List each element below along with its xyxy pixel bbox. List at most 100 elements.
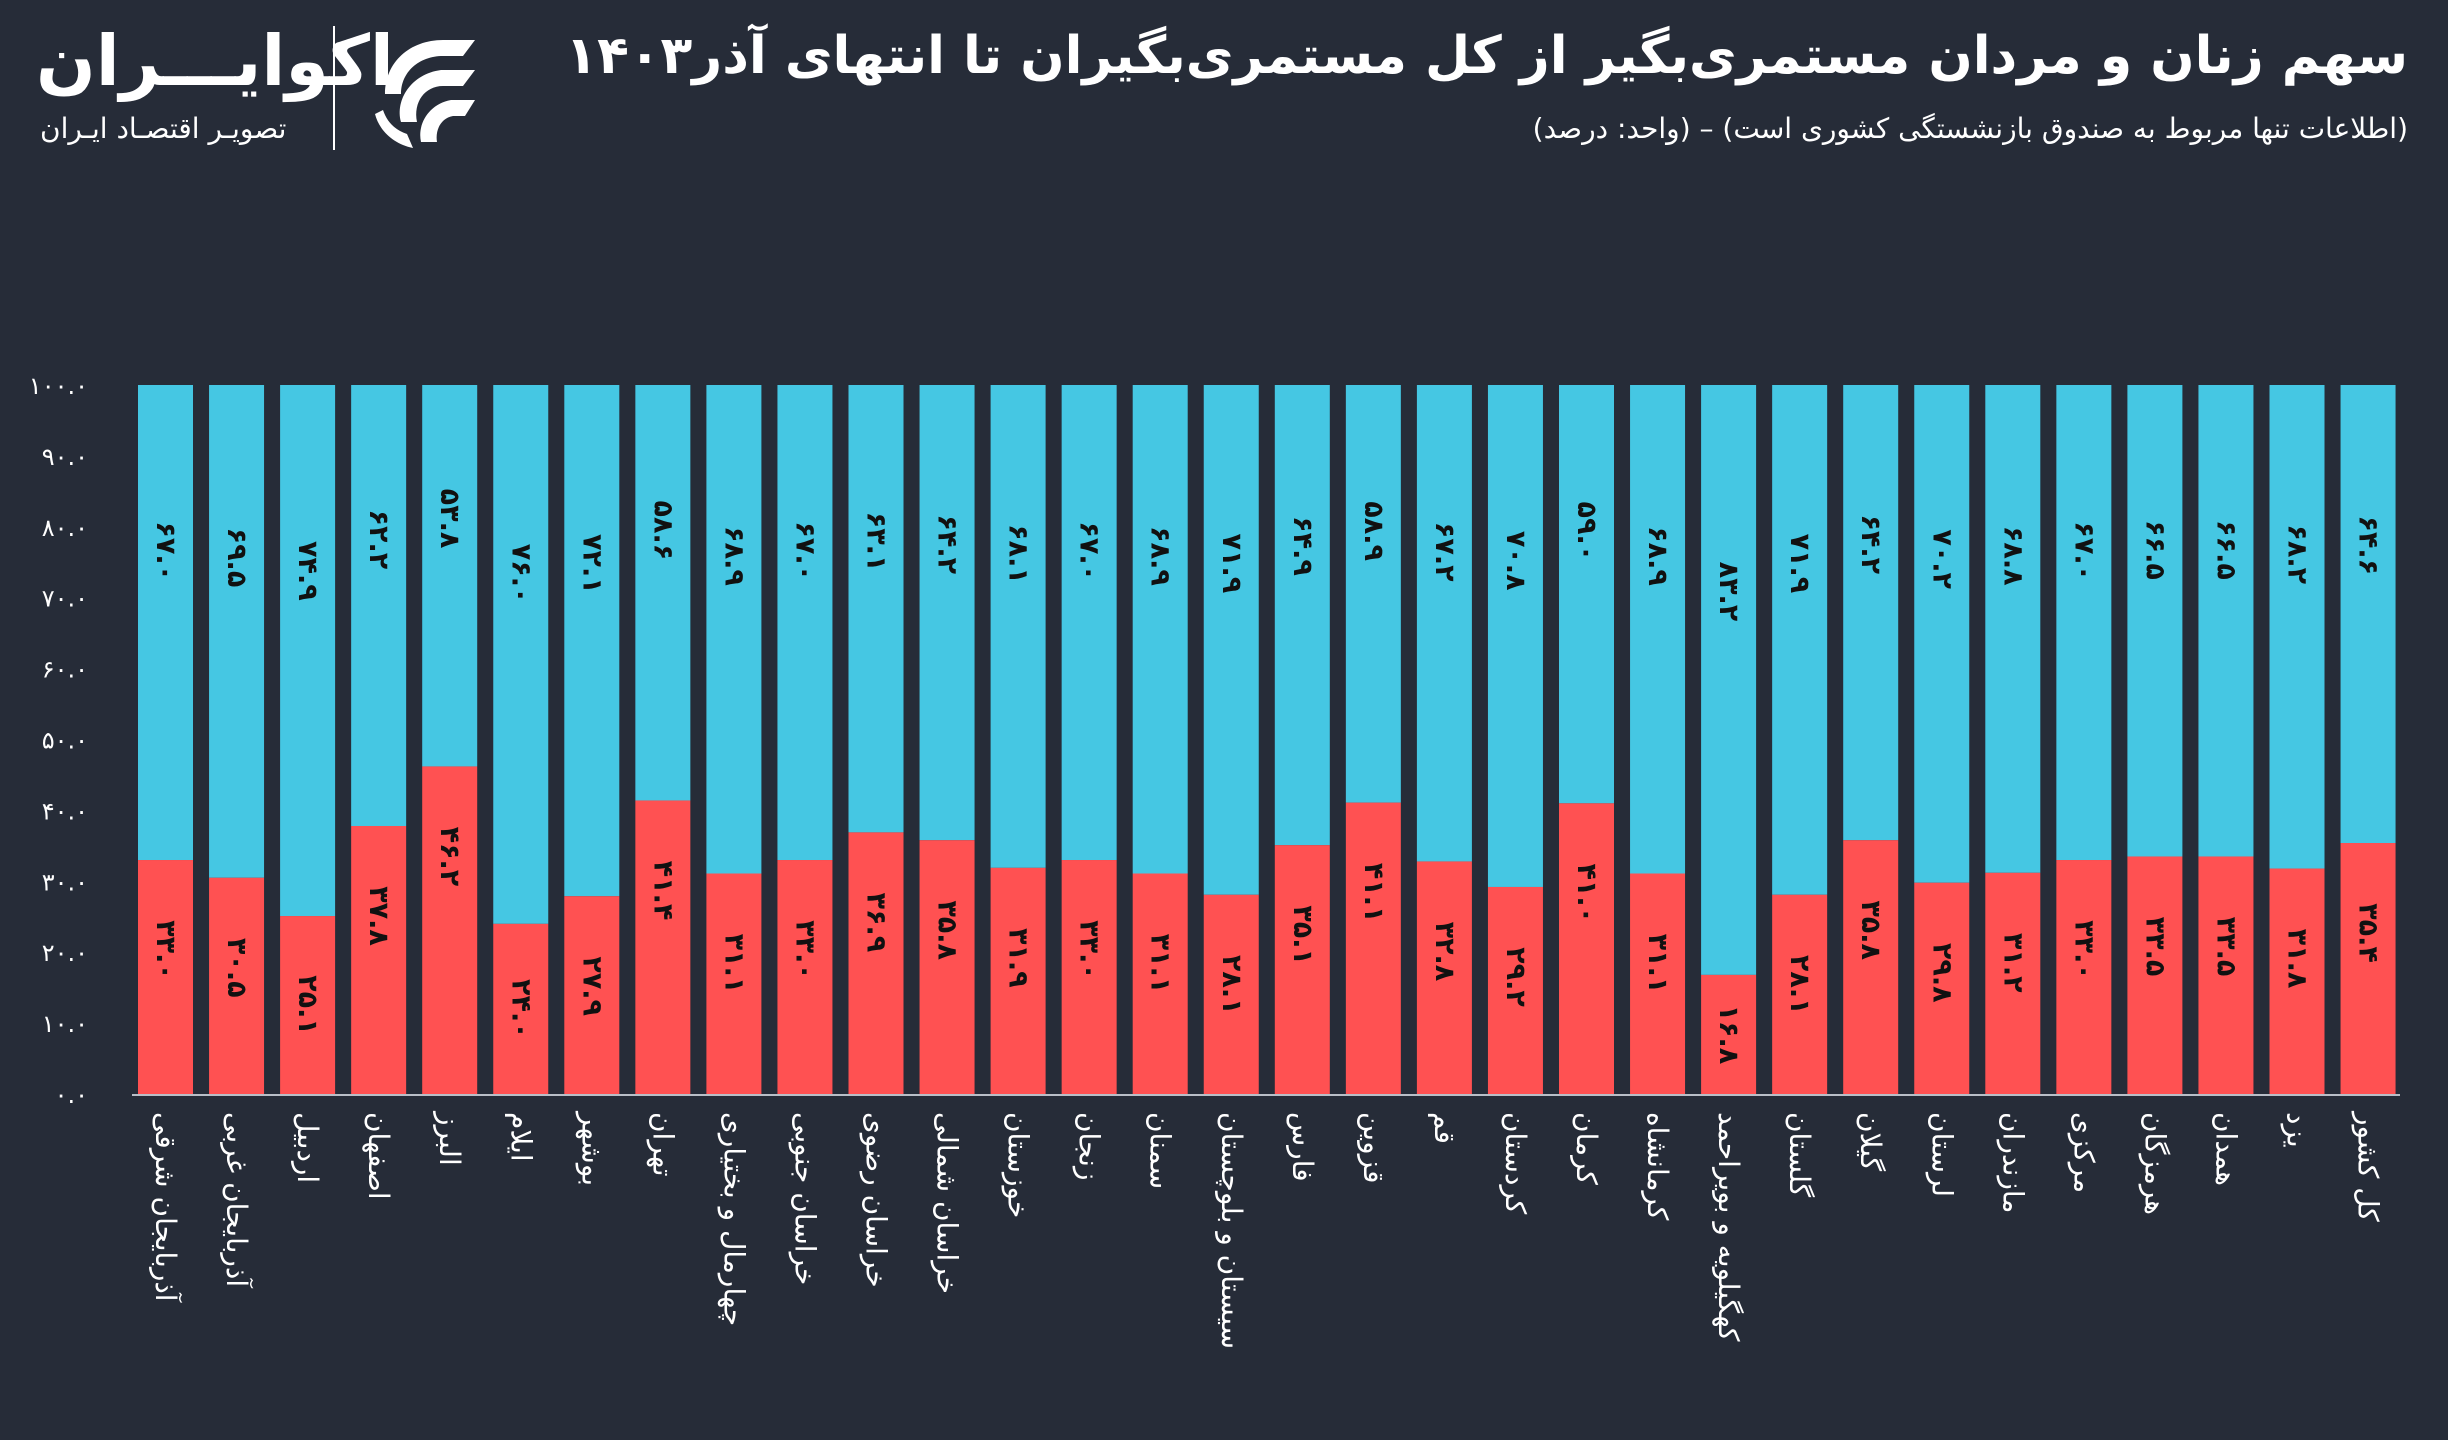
bar-women xyxy=(2269,868,2325,1094)
data-label-men: ۷۰.۲ xyxy=(1926,529,1957,589)
data-label-women: ۳۶.۹ xyxy=(861,893,892,953)
bar-women xyxy=(564,896,620,1094)
bar-men xyxy=(1416,385,1472,862)
data-label-women: ۳۱.۱ xyxy=(718,934,749,994)
category-label: البرز xyxy=(433,1110,466,1166)
category-label: یزد xyxy=(2281,1112,2314,1148)
bar-men xyxy=(1701,385,1757,975)
y-tick-label: ۹۰.۰ xyxy=(42,443,88,471)
data-label-women: ۲۹.۲ xyxy=(1500,947,1531,1007)
data-label-women: ۲۴.۰ xyxy=(505,979,536,1039)
category-label: آذربایجان غربی xyxy=(220,1112,253,1288)
data-label-men: ۶۷.۲ xyxy=(1429,522,1460,582)
category-label: لرستان xyxy=(1925,1112,1958,1197)
category-label: اردبیل xyxy=(291,1112,324,1183)
data-label-women: ۳۳.۰ xyxy=(2068,920,2099,980)
bar-women xyxy=(1772,894,1828,1094)
bar-men xyxy=(777,385,833,861)
bar-men xyxy=(422,385,478,767)
data-label-women: ۲۸.۱ xyxy=(1784,955,1815,1015)
bar-men xyxy=(1559,385,1614,804)
data-label-men: ۶۲.۲ xyxy=(363,509,394,569)
data-label-men: ۶۶.۵ xyxy=(2210,520,2241,580)
bar-women xyxy=(1985,872,2041,1094)
bar-women xyxy=(1630,873,1686,1094)
bar-women xyxy=(1274,845,1330,1094)
y-tick-label: ۰.۰ xyxy=(55,1081,88,1109)
ecoiran-logo-mark-icon xyxy=(375,40,475,148)
y-tick-label: ۱۰۰.۰ xyxy=(29,372,88,400)
bar-women xyxy=(1843,840,1899,1094)
bar-women xyxy=(138,860,193,1094)
bar-women xyxy=(351,825,407,1094)
bar-men xyxy=(1274,385,1330,846)
bar-women xyxy=(1701,974,1757,1094)
category-label: مرکزی xyxy=(2067,1112,2100,1193)
chart-subtitle: (اطلاعات تنها مربوط به صندوق بازنشستگی ک… xyxy=(1532,112,2408,145)
category-label: آذربایجان شرقی xyxy=(149,1112,182,1303)
data-label-women: ۳۰.۵ xyxy=(221,938,252,998)
bar-men xyxy=(209,385,265,878)
y-tick-label: ۲۰.۰ xyxy=(42,939,88,967)
y-tick-label: ۱۰.۰ xyxy=(42,1010,88,1038)
data-label-men: ۶۴.۹ xyxy=(1287,516,1318,576)
category-label: قزوین xyxy=(1357,1112,1390,1183)
data-label-women: ۳۵.۸ xyxy=(932,900,963,960)
bar-women xyxy=(422,766,478,1094)
data-label-women: ۲۷.۹ xyxy=(576,956,607,1016)
bar-men xyxy=(1345,385,1401,803)
data-label-men: ۶۸.۹ xyxy=(1145,526,1176,586)
data-label-men: ۶۷.۰ xyxy=(1074,521,1105,581)
y-tick-label: ۶۰.۰ xyxy=(42,656,88,684)
bar-men xyxy=(1985,385,2041,873)
bar-men xyxy=(138,385,193,861)
data-label-men: ۷۱.۹ xyxy=(1784,534,1815,594)
data-label-women: ۳۱.۲ xyxy=(1997,933,2028,993)
category-label: سیستان و بلوچستان xyxy=(1215,1112,1248,1349)
data-label-men: ۶۴.۲ xyxy=(1855,514,1886,574)
data-label-men: ۷۲.۱ xyxy=(576,534,607,594)
category-label: مازندران xyxy=(1996,1112,2029,1213)
bar-women xyxy=(280,916,336,1094)
bar-men xyxy=(1914,385,1970,883)
data-label-men: ۷۱.۹ xyxy=(1216,534,1247,594)
bar-men xyxy=(2340,385,2396,844)
y-tick-label: ۳۰.۰ xyxy=(42,868,88,896)
data-label-men: ۶۷.۰ xyxy=(2068,521,2099,581)
data-label-men: ۷۶.۰ xyxy=(505,544,536,604)
bar-women xyxy=(635,800,691,1094)
bar-men xyxy=(493,385,549,924)
category-label: ایلام xyxy=(504,1112,537,1162)
data-label-women: ۳۳.۵ xyxy=(2210,917,2241,977)
bar-men xyxy=(635,385,691,801)
chart-title: سهم زنان و مردان مستمری‌بگیر از کل مستمر… xyxy=(565,26,2408,86)
category-label: چهارمال و بختیاری xyxy=(717,1112,750,1326)
bar-men xyxy=(280,385,336,917)
category-label: خوزستان xyxy=(1002,1112,1035,1218)
bar-men xyxy=(1203,385,1259,895)
data-label-women: ۳۵.۴ xyxy=(2353,903,2384,963)
category-label: هرمزگان xyxy=(2138,1112,2171,1215)
bar-women xyxy=(1416,861,1472,1094)
y-tick-label: ۸۰.۰ xyxy=(42,514,88,542)
data-label-men: ۵۳.۸ xyxy=(434,489,465,549)
data-label-women: ۴۶.۲ xyxy=(434,827,465,887)
data-label-women: ۳۳.۰ xyxy=(789,920,820,980)
data-label-men: ۶۸.۱ xyxy=(1003,524,1034,584)
data-label-women: ۳۷.۸ xyxy=(363,886,394,946)
data-label-men: ۶۴.۶ xyxy=(2353,515,2384,575)
data-label-women: ۲۸.۱ xyxy=(1216,955,1247,1015)
data-label-women: ۳۵.۸ xyxy=(1855,900,1886,960)
y-tick-label: ۵۰.۰ xyxy=(42,727,88,755)
data-label-women: ۴۱.۴ xyxy=(647,861,678,921)
data-label-women: ۳۳.۰ xyxy=(150,920,181,980)
bar-men xyxy=(990,385,1046,868)
category-label: کرمانشاه xyxy=(1641,1112,1674,1221)
bar-men xyxy=(848,385,904,833)
category-label: گلستان xyxy=(1783,1112,1816,1198)
data-label-men: ۶۷.۰ xyxy=(150,521,181,581)
y-tick-label: ۴۰.۰ xyxy=(42,797,88,825)
bar-men xyxy=(2269,385,2325,869)
data-label-men: ۶۷.۰ xyxy=(789,521,820,581)
bar-women xyxy=(493,923,549,1094)
